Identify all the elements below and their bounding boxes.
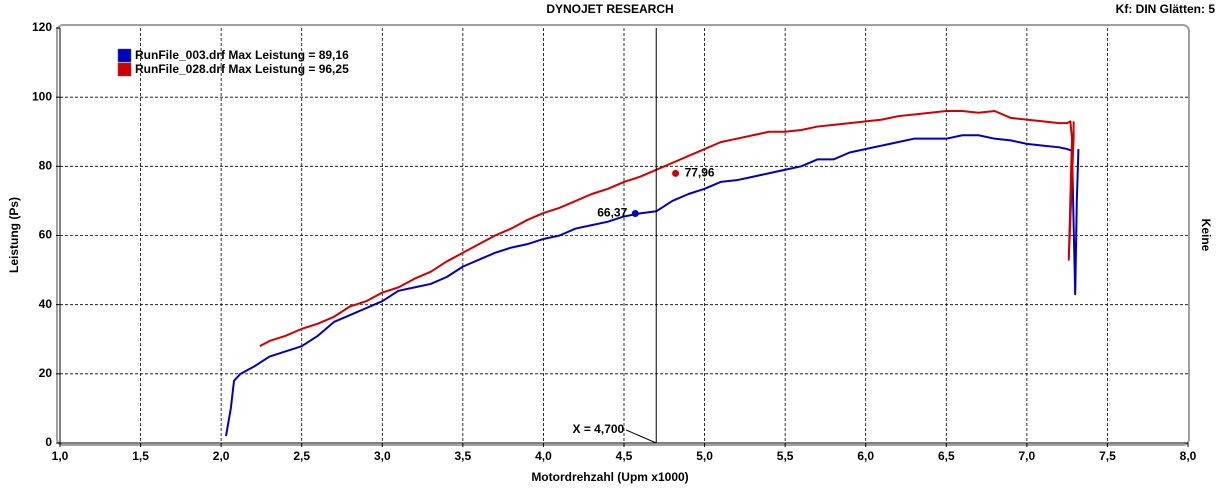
y-tick-label: 100	[32, 89, 52, 103]
x-tick-label: 7,0	[1019, 449, 1036, 463]
x-tick-label: 7,5	[1099, 449, 1116, 463]
y-tick-label: 60	[39, 228, 53, 242]
x-tick-label: 3,5	[455, 449, 472, 463]
chart-subtitle: Kf: DIN Glätten: 5	[1116, 2, 1216, 16]
value-marker	[672, 169, 680, 177]
value-marker	[631, 209, 639, 217]
legend-label: RunFile_003.drf Max Leistung = 89,16	[135, 48, 349, 62]
cursor-leader	[626, 429, 657, 444]
x-tick-label: 8,0	[1180, 449, 1197, 463]
x-tick-label: 4,5	[616, 449, 633, 463]
x-tick-label: 3,0	[374, 449, 391, 463]
x-tick-label: 2,5	[293, 449, 310, 463]
value-label: 66,37	[597, 206, 627, 220]
x-axis-label: Motordrehzahl (Upm x1000)	[531, 470, 688, 484]
legend-swatch	[117, 62, 132, 77]
legend-label: RunFile_028.drf Max Leistung = 96,25	[135, 62, 349, 76]
series-line	[224, 134, 1080, 437]
y-tick-label: 20	[39, 366, 53, 380]
plot-frame	[56, 24, 1190, 446]
x-tick-label: 2,0	[213, 449, 230, 463]
x-tick-label: 6,5	[938, 449, 955, 463]
y-axis-label: Leistung (Ps)	[7, 197, 21, 273]
x-tick-label: 1,0	[52, 449, 69, 463]
x-tick-label: 6,0	[857, 449, 874, 463]
chart-title: DYNOJET RESEARCH	[546, 2, 673, 16]
y-tick-label: 80	[39, 159, 53, 173]
right-axis-label: Keine	[1199, 219, 1213, 252]
x-tick-label: 4,0	[535, 449, 552, 463]
x-tick-label: 5,0	[696, 449, 713, 463]
value-label: 77,96	[685, 166, 715, 180]
x-tick-label: 1,5	[132, 449, 149, 463]
series-line	[259, 110, 1075, 348]
legend-swatch	[117, 48, 132, 63]
cursor-label: X = 4,700	[573, 422, 625, 436]
y-tick-label: 40	[39, 297, 53, 311]
y-tick-label: 0	[45, 435, 52, 449]
y-tick-label: 120	[32, 20, 52, 34]
x-tick-label: 5,5	[777, 449, 794, 463]
